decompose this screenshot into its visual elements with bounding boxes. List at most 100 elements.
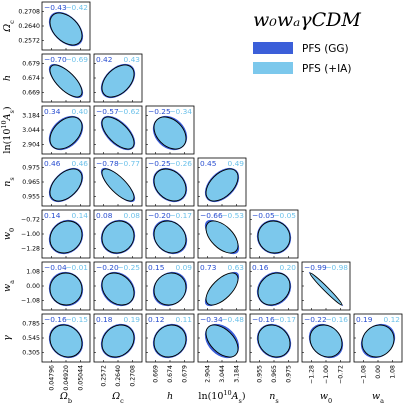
panel-5-2: 0.15 0.09 [145,261,195,311]
x-tick-label: 0.04920 [63,365,70,391]
y-tick-label: 0.00 [26,283,40,290]
x-tick-label: 0.05044 [77,365,84,391]
x-tick-label: 0.674 [167,365,174,383]
panel-5-3: 0.73 0.63 [197,261,247,311]
x-tick-label: 1.08 [389,365,396,379]
panel-6-5: −0.22−0.16 [301,313,351,363]
corr-ia: 0.14 [72,211,89,220]
corr-gg: −0.16 [44,315,67,324]
panel-2-1: −0.57−0.62 [93,105,143,155]
y-tick-label: 0.669 [22,89,40,96]
y-tick-label: 0.2640 [18,23,40,30]
ellipse-ia [361,324,395,358]
corr-gg: −0.04 [44,263,67,272]
x-tick-label: 0.2708 [129,365,136,387]
y-tick-label: 0.305 [22,349,40,356]
corr-ia: −0.15 [65,315,88,324]
x-axis-label: w0 [320,391,332,405]
corr-gg: −0.66 [200,211,223,220]
y-tick-label: 1.08 [26,269,40,276]
x-tick-label: −1.28 [309,365,316,384]
ellipse-ia [101,168,135,202]
panel-1-0: −0.70−0.69 [41,53,91,103]
panel-4-3: −0.66−0.53 [197,209,247,259]
corr-gg: 0.34 [44,107,61,116]
corr-gg: −0.70 [44,55,67,64]
corr-gg: 0.18 [96,315,113,324]
corr-gg: 0.15 [148,263,165,272]
corr-ia: −0.62 [117,107,140,116]
panel-0-0: −0.43−0.42 [41,1,91,51]
panel-6-4: −0.16−0.17 [249,313,299,363]
ellipse-ia [205,324,239,358]
ellipse-ia [153,272,187,306]
corr-ia: −0.17 [169,211,192,220]
ellipse-ia [257,220,291,254]
ellipse-ia [49,324,83,358]
corr-gg: −0.43 [44,3,67,12]
corr-ia: −0.16 [325,315,348,324]
ellipse-ia [101,220,135,254]
panel-2-0: 0.34 0.40 [41,105,91,155]
x-tick-label: 0.669 [153,365,160,383]
ellipse-ia [153,116,187,150]
panel-4-4: −0.05−0.05 [249,209,299,259]
corr-ia: −0.48 [221,315,244,324]
y-axis-label: ns [2,177,16,186]
x-tick-label: 0.975 [285,365,292,383]
corr-ia: 0.19 [124,315,141,324]
ellipse-ia [257,272,291,306]
x-tick-label: 3.184 [233,365,240,383]
ellipse-ia [205,272,239,306]
y-axis-label: wa [2,280,16,292]
corr-gg: −0.25 [148,107,171,116]
corr-ia: −0.34 [169,107,192,116]
corr-ia: 0.40 [72,107,89,116]
ellipse-ia [257,324,291,358]
x-tick-label: 3.044 [219,365,226,383]
corr-gg: −0.57 [96,107,119,116]
corr-gg: 0.46 [44,159,61,168]
legend: PFS (GG) PFS (+IA) [253,42,351,75]
x-tick-label: −0.72 [337,365,344,384]
corr-ia: 0.63 [228,263,245,272]
panel-5-5: −0.99−0.98 [301,261,351,311]
panel-3-3: 0.45 0.49 [197,157,247,207]
corr-gg: −0.34 [200,315,223,324]
corr-gg: −0.20 [96,263,119,272]
ellipse-ia [101,324,135,358]
y-tick-label: −1.00 [21,231,40,238]
ellipse-ia [205,168,239,202]
corr-ia: 0.46 [72,159,89,168]
panel-3-0: 0.46 0.46 [41,157,91,207]
corr-gg: 0.08 [96,211,113,220]
panel-4-1: 0.08 0.08 [93,209,143,259]
legend-swatch-gg [253,42,293,54]
corr-gg: 0.12 [148,315,164,324]
ellipse-ia [309,324,343,358]
y-tick-label: 0.965 [22,179,40,186]
x-tick-label: −1.00 [323,365,330,384]
panel-1-1: 0.42 0.43 [93,53,143,103]
x-tick-label: 0.679 [181,365,188,383]
corr-gg: −0.16 [252,315,275,324]
corr-gg: 0.42 [96,55,112,64]
chart-title: w₀wₐγCDM [253,9,361,31]
corr-ia: −0.01 [65,263,88,272]
corr-ia: −0.69 [65,55,88,64]
y-axis-label: w0 [2,228,16,240]
corr-ia: 0.20 [280,263,297,272]
panels-group: −0.43−0.42−0.70−0.69 0.42 0.430.34 0.40 −0.5… [41,1,403,363]
panel-6-0: −0.16−0.15 [41,313,91,363]
x-axis-label: Ωb [59,391,72,405]
ellipse-ia [101,64,135,98]
y-tick-label: 0.2708 [18,9,40,16]
y-tick-label: 0.679 [22,61,40,68]
ellipse-ia [49,220,83,254]
y-tick-label: 0.785 [22,321,40,328]
panel-6-6: 0.19 0.12 [353,313,403,363]
corr-ia: −0.53 [221,211,244,220]
corr-ia: 0.11 [176,315,193,324]
x-tick-label: 0.2640 [115,365,122,387]
